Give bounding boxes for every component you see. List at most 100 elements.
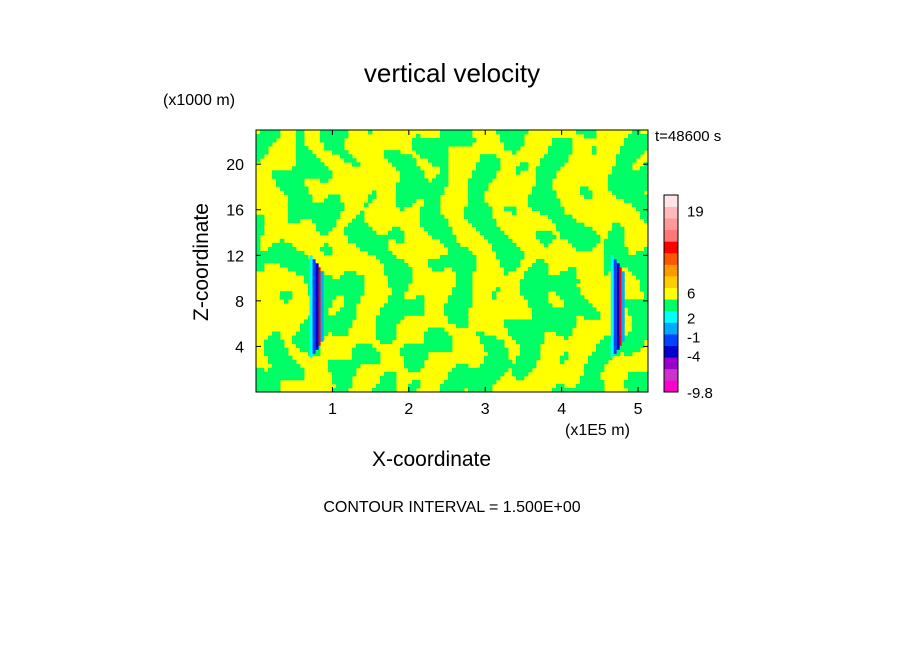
field-band [496,130,529,135]
field-band [332,331,349,336]
field-band [376,323,397,328]
field-band [444,311,469,316]
field-band [560,355,569,361]
field-band [424,198,441,203]
y-tick-label: 12 [226,248,244,265]
field-band [344,158,357,163]
field-band [560,230,597,236]
field-band [392,162,417,167]
field-band [608,186,648,191]
colorbar-swatch [664,229,678,242]
field-band [376,331,397,336]
field-band [296,154,317,159]
field-band [532,311,601,316]
field-band [308,351,321,357]
field-band [584,134,597,139]
field-band [352,162,361,167]
field-band [448,315,469,320]
field-band [256,379,281,385]
field-band [560,295,585,300]
field-band [580,190,593,195]
field-band [528,198,561,203]
field-band [448,299,473,304]
field-band [628,375,648,381]
field-band [384,303,425,308]
x-unit-label: (x1E5 m) [565,422,630,439]
field-band [464,214,493,220]
field-band [428,263,477,268]
field-band [500,134,525,139]
field-band [292,339,321,345]
field-band [272,170,333,175]
field-band [444,379,497,385]
field-band [448,319,469,324]
field-band [440,170,449,175]
field-band [448,250,473,256]
field-band [312,218,337,224]
field-band [616,158,637,163]
field-band [632,319,648,324]
time-label: t=48600 s [655,128,722,145]
field-band [416,150,449,155]
updraft-column [309,255,313,358]
field-band [256,238,261,244]
field-band [336,383,353,389]
field-band [632,130,641,135]
field-band [528,267,549,272]
field-band [464,206,493,212]
field-band [400,347,453,353]
colorbar-swatch [664,357,678,370]
field-band [424,335,453,340]
field-band [532,315,577,320]
field-band [480,154,497,159]
field-band [632,202,648,207]
field-band [628,267,648,272]
field-band [556,291,581,296]
field-band [616,162,633,167]
field-band [352,218,365,224]
field-band [568,267,577,272]
field-band [268,355,293,361]
field-band [284,299,289,304]
field-band [588,359,609,365]
field-band [440,238,457,244]
field-band [536,258,545,264]
updraft-column [610,255,614,358]
field-band [520,351,541,357]
velocity-field [256,130,648,392]
field-band [256,367,265,373]
field-band [560,234,601,240]
field-band [584,367,605,373]
field-band [548,150,573,155]
field-band [444,303,473,308]
field-band [388,295,405,300]
colorbar: 19 6 2 -1 -4 -9.8 [663,194,713,402]
field-band [344,271,357,276]
field-band [552,138,573,143]
field-band [600,339,645,345]
field-band [256,234,261,240]
field-band [264,339,285,345]
field-band [288,206,345,212]
field-band [456,323,469,328]
colorbar-label: -4 [687,349,700,366]
field-band [384,271,413,276]
field-band [256,154,265,159]
field-band [616,154,641,159]
field-band [516,170,521,175]
field-band [476,226,501,232]
field-band [256,146,269,151]
field-band [472,222,497,228]
field-band [256,222,265,228]
field-band [452,291,473,296]
field-band [604,242,625,248]
field-band [332,375,353,381]
field-band [352,351,381,357]
field-band [504,323,577,328]
field-band [300,323,353,328]
field-band [340,275,365,280]
field-band [440,383,493,389]
field-band [608,182,648,187]
field-band [624,383,648,389]
field-band [388,299,425,304]
